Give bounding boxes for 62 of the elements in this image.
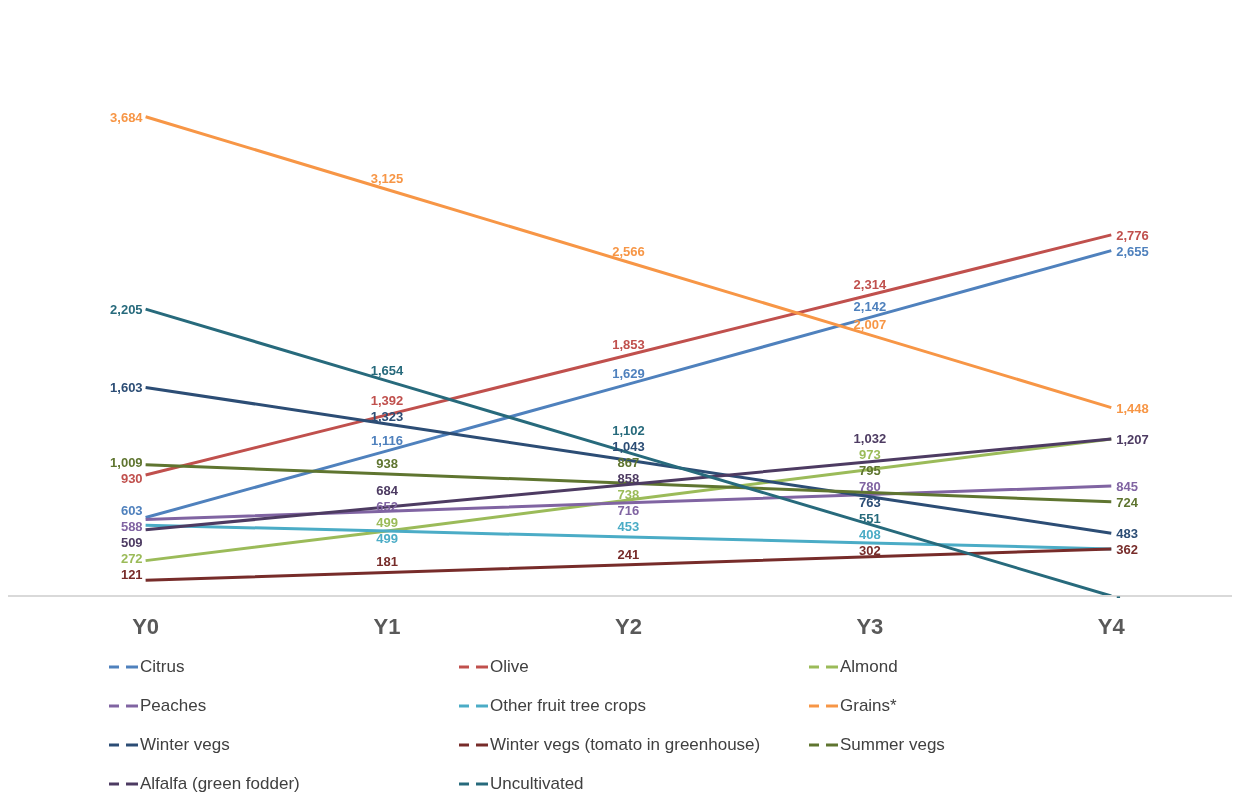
data-label: 780 <box>859 478 881 494</box>
data-label: 509 <box>120 534 143 550</box>
data-label: 362 <box>1116 542 1138 558</box>
data-label: 2,566 <box>612 244 645 260</box>
data-label: 453 <box>617 518 640 534</box>
legend-label: Grains* <box>840 696 897 716</box>
data-label: 2,205 <box>110 302 143 318</box>
data-label: 408 <box>859 526 881 542</box>
x-tick-label: Y0 <box>132 613 160 639</box>
legend-label: Other fruit tree crops <box>490 696 646 716</box>
data-label: 302 <box>859 542 881 558</box>
data-label: 588 <box>120 518 143 534</box>
legend-label: Peaches <box>140 696 207 716</box>
data-label: 1,207 <box>1116 431 1149 447</box>
data-label: 603 <box>120 502 143 518</box>
data-label: 1,043 <box>612 438 645 454</box>
data-label: 483 <box>1116 526 1138 542</box>
data-label: 2,776 <box>1116 227 1149 243</box>
data-label: 930 <box>120 470 143 486</box>
data-label: 2,007 <box>853 316 887 332</box>
data-label: 1,032 <box>853 430 887 446</box>
data-label: 272 <box>120 550 143 566</box>
data-label: 716 <box>617 502 640 518</box>
data-label: 499 <box>376 515 398 531</box>
data-label: 938 <box>376 455 398 471</box>
data-label: 724 <box>1116 494 1139 510</box>
data-label: 3,125 <box>370 171 404 187</box>
x-tick-label: Y4 <box>1097 613 1126 639</box>
data-label: 1,853 <box>612 336 645 352</box>
data-label: 1,629 <box>612 366 645 382</box>
data-label: 499 <box>376 531 398 547</box>
legend-label: Winter vegs (tomato in greenhouse) <box>490 735 761 755</box>
data-label: - <box>1116 589 1121 604</box>
data-label: 845 <box>1116 478 1138 494</box>
legend-label: Olive <box>490 657 529 677</box>
x-tick-label: Y3 <box>856 613 884 639</box>
data-label: 973 <box>859 446 881 462</box>
data-label: 2,655 <box>1116 243 1149 259</box>
data-label: 181 <box>376 554 398 570</box>
data-label: 1,102 <box>612 422 645 438</box>
legend-label: Winter vegs <box>140 735 230 755</box>
data-label: 1,009 <box>110 454 143 470</box>
data-label: 2,314 <box>853 276 887 292</box>
data-label: 121 <box>120 566 143 582</box>
data-label: 858 <box>617 470 640 486</box>
data-label: 763 <box>859 494 881 510</box>
data-label: 2,142 <box>853 299 887 315</box>
data-label: 1,448 <box>1116 400 1149 416</box>
legend-label: Citrus <box>140 657 185 677</box>
data-label: 1,392 <box>370 393 404 409</box>
legend-label: Uncultivated <box>490 774 584 794</box>
data-label: 684 <box>376 483 399 499</box>
x-tick-label: Y1 <box>373 613 401 639</box>
data-label: 1,654 <box>370 362 405 378</box>
legend-label: Alfalfa (green fodder) <box>140 774 300 794</box>
x-tick-label: Y2 <box>614 613 642 639</box>
legend-label: Almond <box>840 657 898 677</box>
legend-label: Summer vegs <box>840 735 945 755</box>
data-label: 241 <box>617 546 640 562</box>
data-label: 3,684 <box>110 109 144 125</box>
data-label: 1,116 <box>371 432 403 448</box>
data-label: 1,603 <box>110 380 143 396</box>
